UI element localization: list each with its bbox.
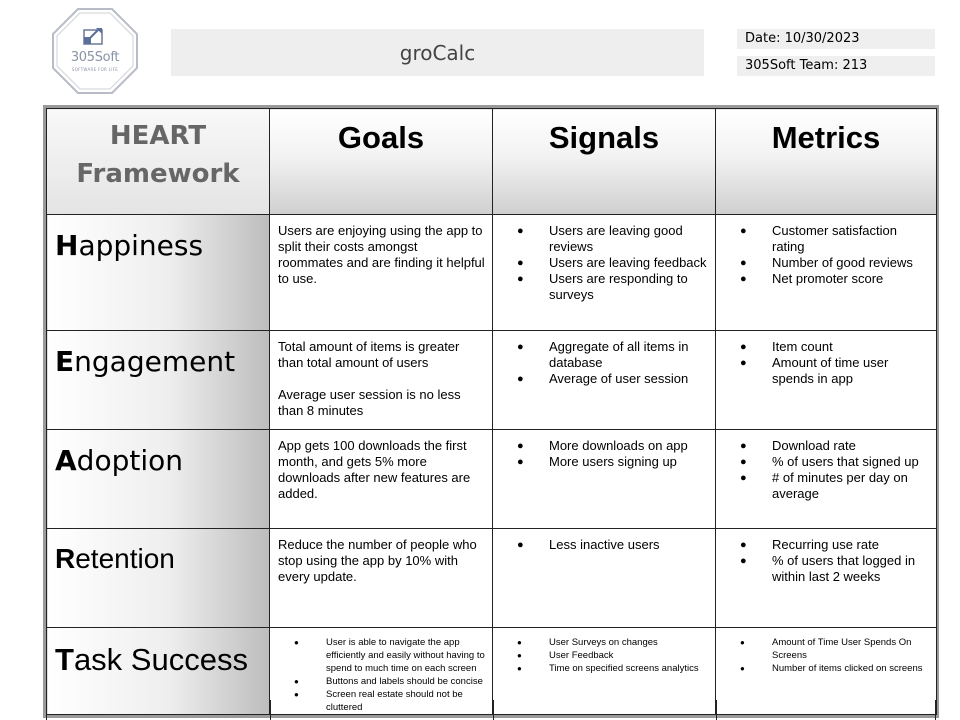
- list-item: User Feedback: [501, 649, 709, 662]
- signals-cell: Users are leaving good reviews Users are…: [492, 214, 716, 331]
- list-item: More downloads on app: [501, 438, 709, 454]
- column-divider: [716, 700, 717, 720]
- list-item: Users are responding to surveys: [501, 271, 709, 303]
- list-item: % of users that signed up: [724, 454, 930, 470]
- goals-cell: App gets 100 downloads the first month, …: [269, 429, 493, 529]
- heart-framework-table: HEART Framework Goals Signals Metrics Ha…: [46, 108, 937, 715]
- goals-cell: User is able to navigate the app efficie…: [269, 627, 493, 715]
- list-item: Average of user session: [501, 371, 709, 387]
- list-item: User is able to navigate the app efficie…: [278, 636, 486, 675]
- goals-cell: Total amount of items is greater than to…: [269, 330, 493, 430]
- goals-cell: Reduce the number of people who stop usi…: [269, 528, 493, 628]
- table-row-engagement: Engagement Total amount of items is grea…: [46, 330, 937, 430]
- list-item: # of minutes per day on average: [724, 470, 930, 502]
- table-header-row: HEART Framework Goals Signals Metrics: [46, 108, 937, 215]
- metrics-cell: Download rate % of users that signed up …: [715, 429, 937, 529]
- document-title: groCalc: [171, 29, 704, 76]
- metrics-cell: Item count Amount of time user spends in…: [715, 330, 937, 430]
- row-label-engagement: Engagement: [46, 330, 270, 430]
- column-header-metrics: Metrics: [715, 108, 937, 215]
- metrics-cell: Amount of Time User Spends On Screens Nu…: [715, 627, 937, 715]
- table-row-task-success: Task Success User is able to navigate th…: [46, 627, 937, 715]
- date-field: Date: 10/30/2023: [737, 29, 935, 49]
- list-item: % of users that logged in within last 2 …: [724, 553, 930, 585]
- logo-octagon-icon: [52, 8, 138, 94]
- table-row-happiness: Happiness Users are enjoying using the a…: [46, 214, 937, 331]
- corner-line-2: Framework: [76, 159, 240, 189]
- corner-line-1: HEART: [109, 121, 207, 151]
- column-header-signals: Signals: [492, 108, 716, 215]
- heart-table-frame: HEART Framework Goals Signals Metrics Ha…: [46, 108, 937, 715]
- logo-wordmark: 305Soft: [70, 50, 120, 65]
- metrics-cell: Recurring use rate % of users that logge…: [715, 528, 937, 628]
- signals-cell: More downloads on app More users signing…: [492, 429, 716, 529]
- list-item: User Surveys on changes: [501, 636, 709, 649]
- signals-cell: Less inactive users: [492, 528, 716, 628]
- list-item: Customer satisfaction rating: [724, 223, 930, 255]
- list-item: Item count: [724, 339, 930, 355]
- table-row-adoption: Adoption App gets 100 downloads the firs…: [46, 429, 937, 529]
- list-item: Number of good reviews: [724, 255, 930, 271]
- list-item: Time on specified screens analytics: [501, 662, 709, 675]
- list-item: Less inactive users: [501, 537, 709, 553]
- list-item: Amount of Time User Spends On Screens: [724, 636, 930, 662]
- corner-cell: HEART Framework: [46, 108, 270, 215]
- signals-cell: Aggregate of all items in database Avera…: [492, 330, 716, 430]
- column-header-goals: Goals: [269, 108, 493, 215]
- list-item: Screen real estate should not be clutter…: [278, 688, 486, 714]
- list-item: Users are leaving feedback: [501, 255, 709, 271]
- list-item: Net promoter score: [724, 271, 930, 287]
- row-label-retention: Retention: [46, 528, 270, 628]
- list-item: Number of items clicked on screens: [724, 662, 930, 675]
- list-item: Download rate: [724, 438, 930, 454]
- list-item: Recurring use rate: [724, 537, 930, 553]
- list-item: Users are leaving good reviews: [501, 223, 709, 255]
- row-label-task-success: Task Success: [46, 627, 270, 715]
- list-item: Amount of time user spends in app: [724, 355, 930, 387]
- list-item: Buttons and labels should be concise: [278, 675, 486, 688]
- row-label-happiness: Happiness: [46, 214, 270, 331]
- table-continuation: [46, 700, 936, 720]
- team-field: 305Soft Team: 213: [737, 56, 935, 76]
- list-item: More users signing up: [501, 454, 709, 470]
- company-logo: 305Soft SOFTWARE FOR LIFE: [52, 8, 138, 94]
- row-label-adoption: Adoption: [46, 429, 270, 529]
- table-row-retention: Retention Reduce the number of people wh…: [46, 528, 937, 628]
- column-divider: [270, 700, 271, 720]
- goals-cell: Users are enjoying using the app to spli…: [269, 214, 493, 331]
- metrics-cell: Customer satisfaction rating Number of g…: [715, 214, 937, 331]
- logo-tagline: SOFTWARE FOR LIFE: [71, 67, 119, 72]
- list-item: Aggregate of all items in database: [501, 339, 709, 371]
- signals-cell: User Surveys on changes User Feedback Ti…: [492, 627, 716, 715]
- column-divider: [493, 700, 494, 720]
